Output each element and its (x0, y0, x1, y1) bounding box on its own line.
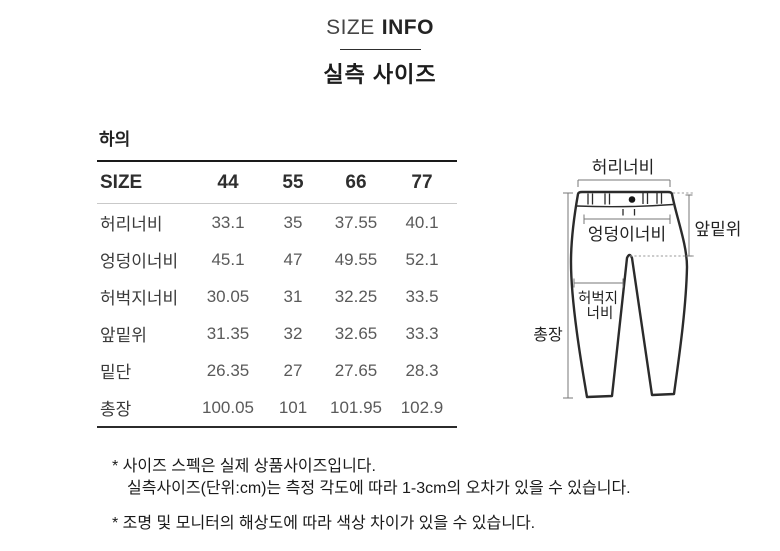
cell-thigh-77: 33.5 (405, 286, 439, 306)
pants-diagram-svg: 허리너비 총장 엉덩이너비 (533, 158, 742, 399)
header-size: SIZE (97, 161, 195, 204)
page-title-right: INFO (381, 16, 434, 39)
header-55: 55 (261, 161, 325, 204)
cell-rise-44: 31.35 (206, 323, 250, 343)
diagram-label-thigh-1: 허벅지 (578, 290, 618, 307)
size-table: SIZE 44 55 66 77 허리너비 33.1 35 37.55 40.1… (97, 160, 457, 428)
cell-hem-55: 27 (283, 360, 303, 380)
cell-waist-44: 33.1 (211, 212, 245, 232)
pants-outline (569, 190, 689, 399)
cell-hip-44: 45.1 (211, 249, 245, 269)
row-label-total-length: 총장 (100, 400, 132, 419)
table-row: 허리너비 33.1 35 37.55 40.1 (97, 204, 457, 242)
cell-waist-77: 40.1 (405, 212, 439, 232)
front-rise-measure-line (685, 194, 693, 257)
waist-measure-line (577, 179, 671, 187)
size-table-section: 하의 SIZE 44 55 66 77 허리너비 33.1 35 37.55 4… (97, 129, 457, 428)
row-label-waist: 허리너비 (100, 215, 163, 234)
footnotes: * 사이즈 스펙은 실제 상품사이즈입니다. 실측사이즈(단위:cm)는 측정 … (112, 457, 631, 533)
note-measure-tolerance: 실측사이즈(단위:cm)는 측정 각도에 따라 1-3cm의 오차가 있을 수 … (127, 480, 631, 497)
page-subtitle: 실측 사이즈 (323, 62, 437, 87)
front-rise-leaders (630, 192, 695, 257)
belt-loops (587, 192, 663, 205)
cell-hip-66: 49.55 (334, 249, 378, 269)
note-size-spec: * 사이즈 스펙은 실제 상품사이즈입니다. (112, 458, 376, 475)
row-label-hip: 엉덩이너비 (100, 252, 179, 271)
cell-hip-55: 47 (283, 249, 303, 269)
header-77: 77 (387, 161, 457, 204)
note-color-difference: * 조명 및 모니터의 해상도에 따라 색상 차이가 있을 수 있습니다. (112, 515, 536, 532)
diagram-label-hip: 엉덩이너비 (588, 225, 666, 244)
section-title-bottoms: 하의 (99, 130, 131, 149)
hip-measure-line (583, 214, 671, 224)
cell-hip-77: 52.1 (405, 249, 439, 269)
thigh-measure-line (573, 278, 624, 288)
cell-length-66: 101.95 (330, 397, 382, 417)
header-44: 44 (195, 161, 261, 204)
cell-length-77: 102.9 (400, 397, 444, 417)
page-header: SIZE INFO 실측 사이즈 (0, 16, 760, 88)
row-label-hem: 밑단 (100, 363, 132, 382)
row-label-thigh: 허벅지너비 (100, 289, 179, 308)
table-row: 앞밑위 31.35 32 32.65 33.3 (97, 315, 457, 352)
cell-thigh-55: 31 (283, 286, 303, 306)
total-length-measure-line (563, 192, 573, 399)
page-title-left: SIZE (326, 16, 375, 39)
title-divider (339, 49, 421, 50)
table-row: 밑단 26.35 27 27.65 28.3 (97, 352, 457, 389)
table-row: 총장 100.05 101 101.95 102.9 (97, 389, 457, 427)
cell-hem-44: 26.35 (206, 360, 250, 380)
row-label-front-rise: 앞밑위 (100, 326, 147, 345)
cell-hem-66: 27.65 (334, 360, 378, 380)
cell-waist-66: 37.55 (334, 212, 378, 232)
diagram-label-total-length: 총장 (533, 326, 563, 344)
fly-stitches (622, 209, 636, 216)
cell-length-44: 100.05 (202, 397, 254, 417)
cell-thigh-44: 30.05 (206, 286, 250, 306)
cell-length-55: 101 (278, 397, 308, 417)
cell-rise-55: 32 (283, 323, 303, 343)
waistband-line (576, 203, 674, 208)
cell-hem-77: 28.3 (405, 360, 439, 380)
pants-measurement-diagram: 허리너비 총장 엉덩이너비 (530, 140, 780, 420)
table-row: 허벅지너비 30.05 31 32.25 33.5 (97, 278, 457, 315)
cell-rise-66: 32.65 (334, 323, 378, 343)
cell-waist-55: 35 (283, 212, 303, 232)
page-title: SIZE INFO (0, 16, 760, 40)
button-icon (628, 196, 636, 203)
cell-thigh-66: 32.25 (334, 286, 378, 306)
header-66: 66 (325, 161, 387, 204)
size-table-header-row: SIZE 44 55 66 77 (97, 161, 457, 204)
diagram-label-thigh-2: 너비 (587, 305, 614, 322)
diagram-label-front-rise: 앞밑위 (695, 220, 742, 239)
cell-rise-77: 33.3 (405, 323, 439, 343)
table-row: 엉덩이너비 45.1 47 49.55 52.1 (97, 241, 457, 278)
diagram-label-waist: 허리너비 (592, 158, 655, 177)
